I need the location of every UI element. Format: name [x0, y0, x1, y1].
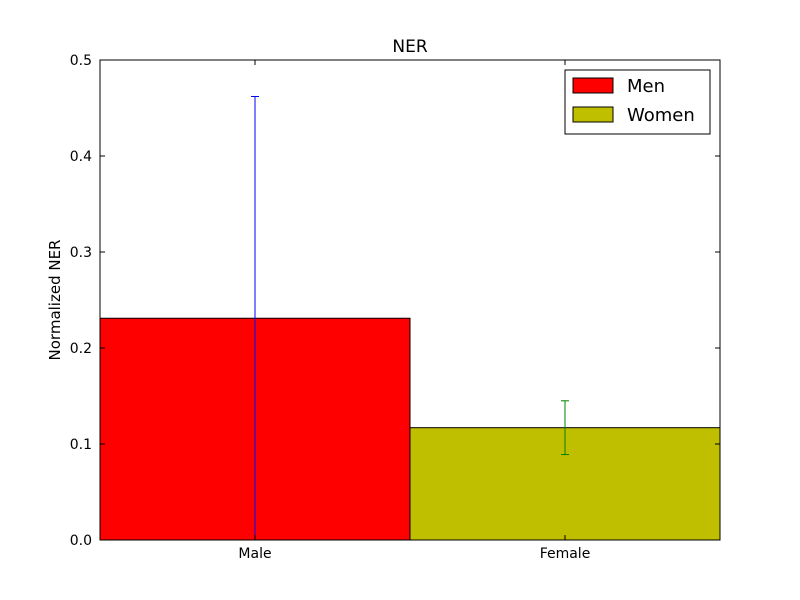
- y-tick-label: 0.1: [70, 437, 92, 453]
- x-tick-label: Female: [540, 546, 591, 562]
- chart-title: NER: [392, 37, 427, 57]
- legend-label-men: Men: [627, 76, 665, 97]
- plot-frame: [99, 59, 721, 541]
- y-tick-label: 0.0: [70, 533, 92, 549]
- y-tick-label: 0.2: [70, 341, 92, 357]
- legend-label-women: Women: [627, 105, 695, 126]
- y-tick-label: 0.5: [70, 53, 92, 69]
- y-axis-label: Normalized NER: [46, 240, 64, 361]
- legend-swatch-men: [572, 77, 614, 94]
- x-tick-label: Male: [238, 546, 271, 562]
- legend: Men Women: [564, 69, 711, 135]
- y-tick-label: 0.3: [70, 245, 92, 261]
- y-tick-label: 0.4: [70, 149, 92, 165]
- ticks-layer: Male Female 0.0 0.1 0.2 0.3 0.4 0.5: [70, 53, 720, 562]
- legend-swatch-women: [572, 106, 614, 123]
